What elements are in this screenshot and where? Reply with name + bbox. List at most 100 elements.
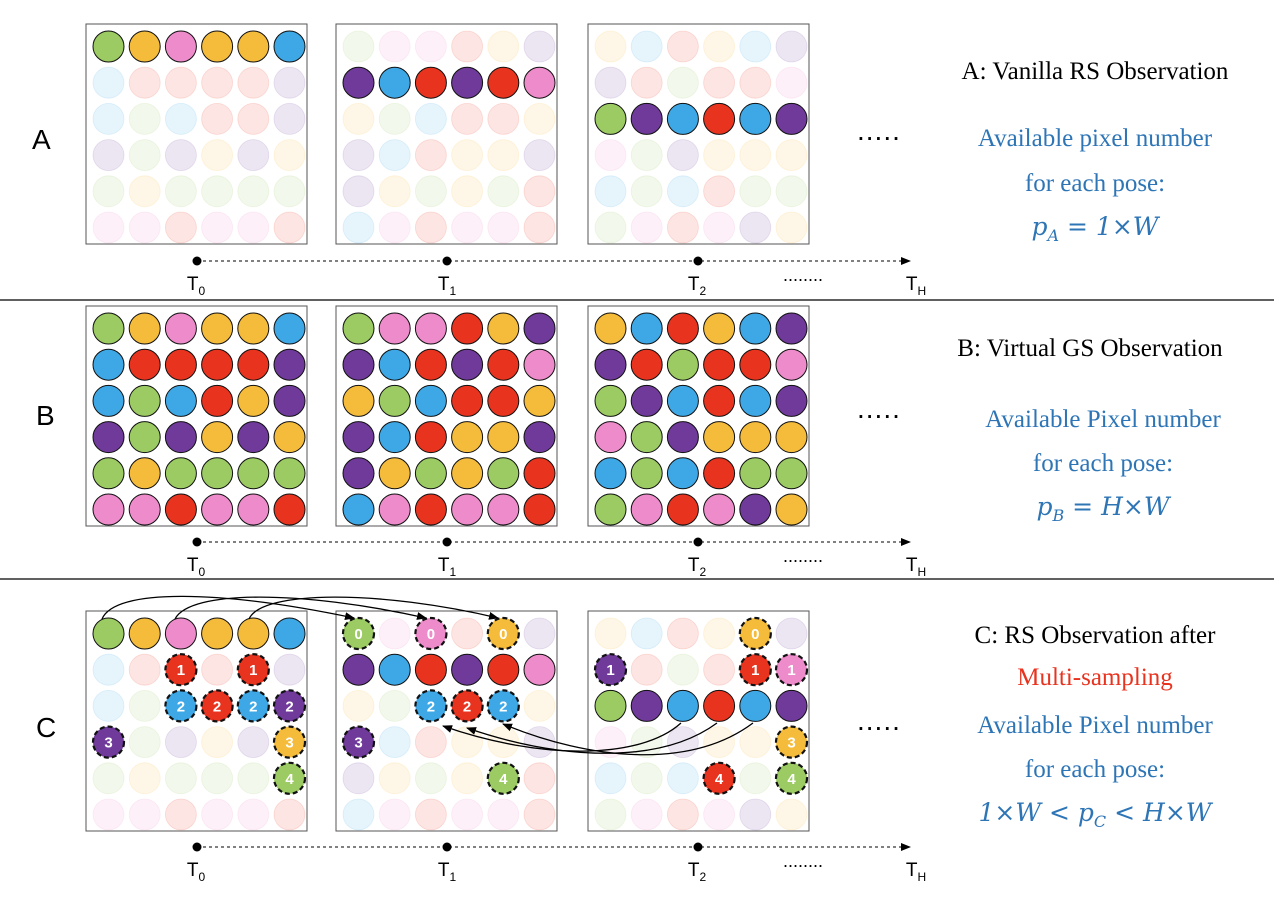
faded-pixel-yellow bbox=[739, 726, 772, 758]
faded-pixel-green bbox=[237, 762, 270, 795]
faded-pixel-green bbox=[342, 30, 375, 63]
pixel-red bbox=[523, 493, 556, 526]
pixel-pink bbox=[378, 312, 411, 345]
pixel-red bbox=[451, 384, 484, 417]
pixel-pink bbox=[703, 493, 736, 526]
faded-pixel-red bbox=[164, 211, 197, 244]
faded-pixel-blue bbox=[378, 726, 411, 758]
pixel-red bbox=[414, 653, 447, 686]
faded-pixel-pink bbox=[414, 30, 447, 63]
pixel-yellow bbox=[128, 30, 161, 63]
faded-pixel-blue bbox=[378, 139, 411, 172]
time-label: T2 bbox=[688, 555, 707, 579]
faded-pixel-purple bbox=[273, 66, 306, 99]
sample-index-label: 2 bbox=[427, 698, 435, 715]
row-a-formula: pA = 1×W bbox=[1031, 212, 1159, 245]
faded-pixel-purple bbox=[594, 66, 627, 99]
pixel-purple bbox=[594, 348, 627, 381]
pixel-green bbox=[92, 617, 125, 650]
pixel-pink bbox=[774, 653, 809, 687]
row-c-title: C: RS Observation after bbox=[974, 622, 1216, 649]
faded-pixel-purple bbox=[164, 139, 197, 172]
faded-pixel-red bbox=[451, 617, 484, 650]
faded-pixel-green bbox=[594, 798, 627, 831]
faded-pixel-yellow bbox=[487, 139, 520, 172]
observation-frame-c-t1: 0 0 0 2 2 2 3 4 bbox=[335, 610, 558, 832]
pixel-purple bbox=[91, 725, 126, 759]
pixel-purple bbox=[451, 348, 484, 381]
faded-pixel-yellow bbox=[523, 690, 556, 722]
faded-pixel-green bbox=[775, 175, 808, 208]
pixel-red bbox=[702, 761, 736, 795]
row-a-info-line-2: for each pose: bbox=[1024, 170, 1166, 197]
faded-pixel-yellow bbox=[523, 103, 556, 135]
pixel-green bbox=[774, 761, 809, 795]
faded-pixel-blue bbox=[92, 103, 125, 135]
row-c-formula: 1×W < pC < H×W bbox=[978, 798, 1212, 831]
faded-pixel-red bbox=[164, 798, 197, 831]
faded-pixel-pink bbox=[630, 211, 663, 244]
frame-border bbox=[335, 610, 558, 832]
faded-pixel-blue bbox=[630, 30, 663, 63]
faded-pixel-red bbox=[703, 653, 735, 686]
pixel-pink bbox=[487, 493, 520, 526]
faded-pixel-purple bbox=[342, 762, 375, 795]
pixel-yellow bbox=[342, 384, 375, 417]
sample-index-label: 2 bbox=[499, 698, 507, 715]
faded-pixel-pink bbox=[594, 139, 627, 172]
pixel-purple bbox=[630, 689, 663, 722]
faded-pixel-green bbox=[164, 175, 197, 208]
frame-border bbox=[85, 305, 308, 527]
pixel-green bbox=[128, 421, 161, 454]
sample-index-label: 2 bbox=[213, 698, 221, 715]
pixel-yellow bbox=[775, 493, 808, 526]
pixel-purple bbox=[739, 493, 772, 526]
faded-pixel-pink bbox=[237, 798, 270, 831]
pixel-red bbox=[201, 348, 234, 381]
pixel-blue bbox=[486, 689, 520, 723]
pixel-blue bbox=[378, 653, 411, 686]
pixel-blue bbox=[739, 384, 772, 417]
faded-pixel-red bbox=[273, 798, 306, 831]
observation-frame-a-t2 bbox=[587, 23, 810, 245]
pixel-red bbox=[703, 384, 736, 417]
faded-pixel-red bbox=[451, 103, 484, 135]
pixel-pink bbox=[378, 493, 411, 526]
frame-border bbox=[587, 305, 810, 527]
faded-pixel-yellow bbox=[378, 175, 411, 208]
faded-pixel-green bbox=[414, 175, 447, 208]
pixel-purple bbox=[666, 421, 699, 454]
row-b-formula: pB = H×W bbox=[1036, 492, 1170, 525]
sampling-arrow bbox=[466, 722, 718, 754]
pixel-green bbox=[594, 384, 627, 417]
faded-pixel-green bbox=[630, 762, 663, 795]
faded-pixel-yellow bbox=[775, 211, 808, 244]
faded-pixel-pink bbox=[451, 211, 484, 244]
pixel-red bbox=[630, 348, 663, 381]
faded-pixel-pink bbox=[630, 798, 663, 831]
faded-pixel-purple bbox=[667, 139, 699, 172]
timeline-ellipsis: ........ bbox=[783, 851, 823, 871]
faded-pixel-red bbox=[237, 103, 270, 135]
pixel-blue bbox=[666, 102, 699, 135]
pixel-red bbox=[487, 653, 520, 686]
sample-index-label: 0 bbox=[751, 626, 759, 643]
pixel-purple bbox=[342, 66, 375, 99]
faded-pixel-red bbox=[630, 653, 663, 686]
pixel-green bbox=[630, 421, 663, 454]
pixel-green bbox=[342, 312, 375, 345]
faded-pixel-blue bbox=[164, 103, 197, 135]
frame-border bbox=[85, 610, 308, 832]
faded-pixel-yellow bbox=[451, 762, 484, 795]
faded-pixel-blue bbox=[92, 66, 125, 99]
pixel-red bbox=[201, 384, 234, 417]
pixel-yellow bbox=[739, 421, 772, 454]
faded-pixel-pink bbox=[703, 211, 735, 244]
faded-pixel-red bbox=[237, 66, 270, 99]
faded-pixel-green bbox=[594, 211, 627, 244]
faded-pixel-green bbox=[378, 103, 411, 135]
faded-pixel-red bbox=[630, 66, 663, 99]
observation-frame-b-t1 bbox=[335, 305, 558, 527]
pixel-yellow bbox=[738, 616, 772, 651]
faded-pixel-red bbox=[667, 211, 699, 244]
